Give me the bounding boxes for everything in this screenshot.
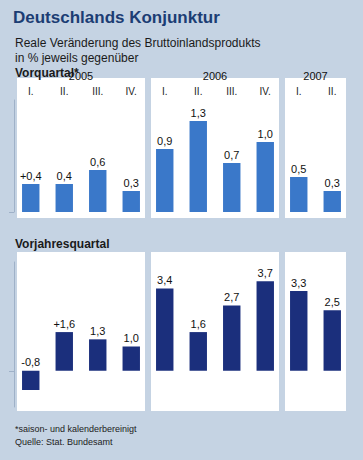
svg-text:2,7: 2,7: [224, 291, 239, 303]
svg-text:II.: II.: [194, 86, 202, 97]
svg-text:+0,4: +0,4: [20, 170, 42, 182]
svg-text:2,5: 2,5: [325, 296, 340, 308]
svg-text:-0,8: -0,8: [21, 356, 40, 368]
svg-text:1,0: 1,0: [258, 128, 273, 140]
svg-text:Deutschlands Konjunktur: Deutschlands Konjunktur: [13, 8, 220, 27]
svg-text:III.: III.: [226, 86, 237, 97]
svg-text:1,0: 1,0: [124, 332, 139, 344]
svg-text:+1,6: +1,6: [53, 318, 75, 330]
svg-text:2005: 2005: [69, 70, 93, 82]
svg-text:3,3: 3,3: [291, 277, 306, 289]
svg-text:3,4: 3,4: [157, 274, 172, 286]
svg-text:2006: 2006: [203, 70, 227, 82]
svg-text:0,6: 0,6: [90, 156, 105, 168]
svg-text:Quelle: Stat. Bundesamt: Quelle: Stat. Bundesamt: [15, 437, 113, 447]
svg-text:0,3: 0,3: [325, 177, 340, 189]
svg-text:Vorjahresquartal: Vorjahresquartal: [15, 237, 109, 251]
svg-text:0,5: 0,5: [291, 163, 306, 175]
svg-text:0,7: 0,7: [224, 149, 239, 161]
svg-text:I.: I.: [296, 86, 302, 97]
svg-text:II.: II.: [328, 86, 336, 97]
svg-text:I.: I.: [162, 86, 168, 97]
svg-text:2007: 2007: [303, 70, 327, 82]
svg-text:0,4: 0,4: [57, 170, 72, 182]
svg-text:IV.: IV.: [260, 86, 271, 97]
svg-text:3,7: 3,7: [258, 267, 273, 279]
svg-text:Reale Veränderung des Bruttoin: Reale Veränderung des Bruttoinlandsprodu…: [15, 36, 261, 50]
svg-text:in % jeweils gegenüber: in % jeweils gegenüber: [15, 51, 138, 65]
svg-text:0,3: 0,3: [124, 177, 139, 189]
svg-text:0,9: 0,9: [157, 135, 172, 147]
svg-text:1,3: 1,3: [191, 107, 206, 119]
svg-text:II.: II.: [60, 86, 68, 97]
svg-text:III.: III.: [92, 86, 103, 97]
svg-text:1,3: 1,3: [90, 325, 105, 337]
svg-text:*saison- und kalenderbereinigt: *saison- und kalenderbereinigt: [15, 424, 137, 434]
svg-text:Vorquartal*: Vorquartal*: [15, 66, 79, 80]
svg-text:I.: I.: [28, 86, 34, 97]
svg-text:IV.: IV.: [126, 86, 137, 97]
svg-text:1,6: 1,6: [191, 318, 206, 330]
